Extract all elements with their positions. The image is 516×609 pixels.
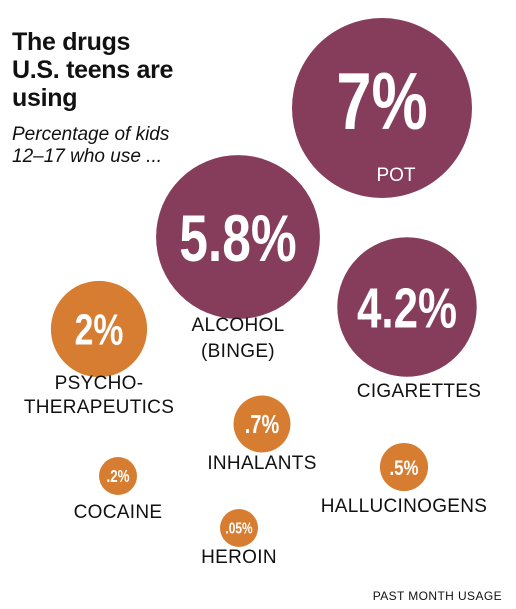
chart-title: The drugs U.S. teens are using [12, 28, 174, 112]
bubble-mark [337, 237, 477, 377]
bubble-category-label: HEROIN [201, 547, 277, 568]
bubble-mark [99, 457, 137, 495]
bubble-category-label: CIGARETTES [357, 381, 481, 402]
bubble-mark [50, 280, 148, 378]
bubble-cigarettes: 4.2% CIGARETTES [337, 237, 481, 402]
chart-footnote: PAST MONTH USAGE [372, 589, 502, 603]
bubble-value-label: 4.2% [357, 276, 457, 340]
bubble-category-label: ALCOHOL [192, 315, 285, 336]
bubble-category-label: POT [376, 165, 415, 186]
bubble-hallucinogens: .5% HALLUCINOGENS [321, 442, 488, 517]
bubble-value-label: 5.8% [179, 201, 297, 276]
bubble-category-label: COCAINE [74, 502, 163, 523]
bubble-category-label: THERAPEUTICS [24, 397, 174, 418]
bubble-psycho-therapeutics: 2% PSYCHO- THERAPEUTICS [24, 280, 174, 418]
bubble-value-label: .05% [225, 520, 252, 537]
bubble-category-label: (BINGE) [201, 341, 275, 362]
bubble-value-label: .5% [389, 456, 418, 481]
bubble-cocaine: .2% COCAINE [74, 457, 163, 523]
bubble-mark [379, 442, 429, 492]
bubble-category-label: INHALANTS [207, 453, 316, 474]
bubble-mark [233, 395, 291, 453]
bubble-mark [292, 18, 472, 198]
chart-subtitle: Percentage of kids 12–17 who use ... [12, 124, 170, 167]
bubble-inhalants: .7% INHALANTS [207, 395, 316, 474]
bubble-heroin: .05% HEROIN [201, 509, 277, 568]
bubble-pot: 7% POT [292, 18, 472, 198]
bubble-alcohol-binge: 5.8% ALCOHOL (BINGE) [156, 155, 320, 362]
bubble-value-label: .2% [107, 468, 130, 487]
bubble-value-label: 2% [75, 307, 124, 355]
bubble-value-label: .7% [245, 410, 279, 439]
bubble-category-label: PSYCHO- [55, 373, 144, 394]
bubble-value-label: 7% [336, 57, 427, 147]
bubble-category-label: HALLUCINOGENS [321, 496, 488, 517]
bubble-mark [220, 509, 258, 547]
bubble-mark [156, 155, 320, 319]
